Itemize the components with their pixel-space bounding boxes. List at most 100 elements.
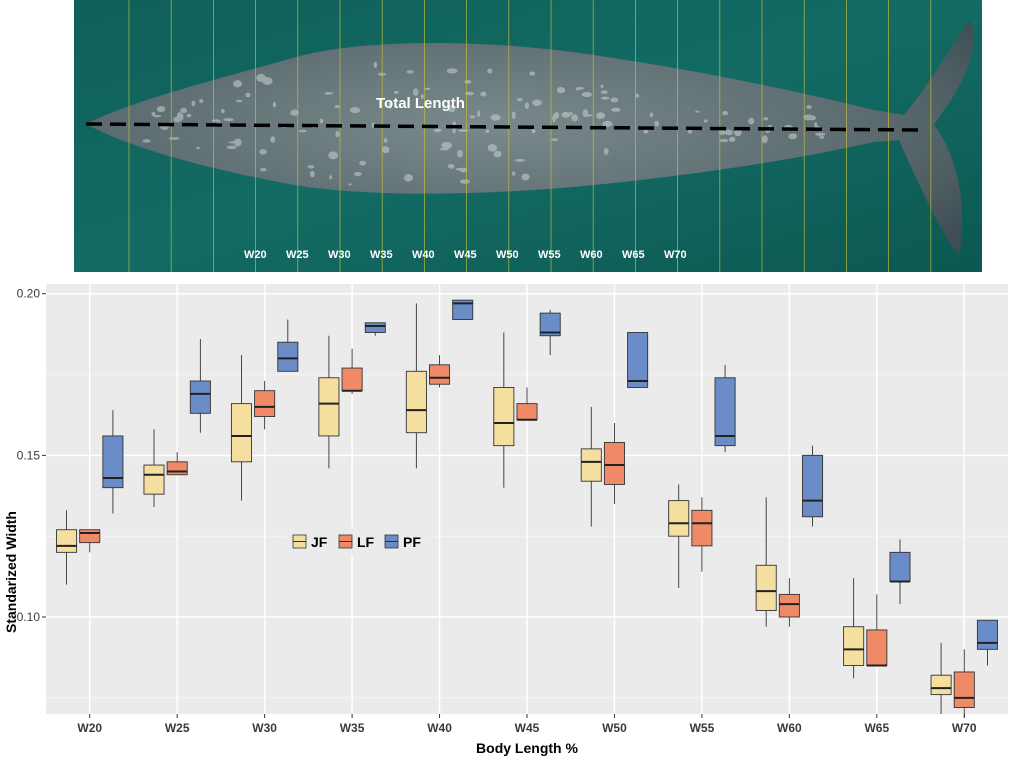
box-body: [668, 500, 690, 537]
box-JF-W55: [668, 484, 690, 588]
box-body: [889, 551, 911, 582]
box-body: [802, 454, 824, 518]
skin-spot: [569, 112, 573, 115]
skin-spot: [531, 128, 536, 134]
skin-spot: [353, 171, 362, 177]
box-body: [930, 674, 952, 696]
skin-spot: [447, 164, 455, 169]
box-PF-W65: [889, 539, 911, 605]
grid-lines: [46, 284, 1008, 714]
box-body: [603, 441, 625, 485]
skin-spot: [290, 109, 299, 116]
skin-spot: [383, 138, 388, 143]
box-PF-W35: [364, 322, 386, 336]
width-label: W40: [412, 249, 435, 261]
box-body: [364, 322, 386, 333]
skin-spot: [319, 118, 324, 124]
skin-spot: [328, 151, 339, 160]
skin-spot: [298, 129, 307, 133]
skin-spot: [529, 71, 535, 76]
x-tick-label: W25: [165, 721, 190, 735]
skin-spot: [196, 146, 200, 150]
skin-spot: [703, 119, 708, 123]
skin-spot: [211, 119, 221, 122]
whale-photo-panel: Total Length W20 W25 W30 W35 W40 W45 W50 W55 W60…: [74, 0, 982, 272]
skin-spot: [424, 87, 431, 90]
skin-spot: [220, 108, 225, 114]
box-LF-W70: [953, 649, 975, 718]
skin-spot: [469, 115, 476, 119]
box-body: [627, 332, 649, 388]
box-PF-W45: [539, 309, 561, 356]
box-body: [714, 377, 736, 447]
axes: 0.10 0.15 0.20 W20 W25 W30 W35 W40 W45 W50 W55 W60 W…: [17, 287, 977, 735]
skin-spot: [819, 135, 825, 139]
skin-spot: [511, 171, 516, 176]
skin-spot: [610, 97, 619, 103]
total-length-label: Total Length: [376, 95, 465, 112]
x-tick-label: W60: [777, 721, 802, 735]
skin-spot: [272, 101, 277, 108]
skin-spot: [412, 88, 419, 96]
width-labels: W20 W25 W30 W35 W40 W45 W50 W55 W60 W65 W70: [244, 249, 687, 261]
box-body: [318, 377, 340, 437]
skin-spot: [393, 90, 399, 94]
box-body: [143, 464, 165, 495]
skin-spot: [180, 107, 188, 114]
box-body: [976, 619, 998, 650]
width-label: W45: [454, 249, 477, 261]
skin-spot: [596, 112, 606, 119]
x-tick-label: W45: [515, 721, 540, 735]
skin-spot: [477, 110, 481, 117]
x-tick-label: W70: [952, 721, 977, 735]
skin-spot: [348, 183, 352, 186]
skin-spot: [441, 141, 453, 150]
width-label: W20: [244, 249, 267, 261]
skin-spot: [814, 122, 818, 127]
skin-spot: [806, 105, 812, 110]
box-JF-W40: [405, 303, 427, 469]
y-tick-label: 0.10: [17, 610, 41, 624]
measurement-lines: [128, 0, 932, 272]
skin-spot: [803, 114, 814, 121]
legend-label-LF: LF: [357, 534, 375, 550]
y-tick-label: 0.20: [17, 287, 41, 301]
skin-spot: [734, 128, 742, 137]
box-body: [230, 403, 252, 463]
skin-spot: [168, 137, 180, 140]
box-JF-W45: [493, 332, 515, 488]
box-body: [843, 626, 865, 666]
box-JF-W35: [318, 335, 340, 469]
legend-label-PF: PF: [403, 534, 421, 550]
x-tick-label: W55: [690, 721, 715, 735]
skin-spot: [458, 129, 469, 132]
legend-background: [287, 527, 427, 555]
skin-spot: [259, 149, 267, 155]
skin-spot: [245, 92, 251, 98]
skin-spot: [521, 173, 530, 181]
skin-spot: [532, 99, 542, 106]
box-LF-W20: [79, 529, 101, 553]
skin-spot: [433, 128, 442, 133]
box-JF-W20: [56, 510, 78, 585]
skin-spot: [406, 70, 414, 74]
skin-spot: [643, 129, 649, 134]
skin-spot: [191, 100, 196, 107]
x-tick-label: W30: [252, 721, 277, 735]
box-LF-W65: [866, 594, 888, 667]
skin-spot: [223, 118, 234, 122]
box-PF-W70: [976, 619, 998, 666]
box-body: [953, 671, 975, 708]
box-LF-W30: [254, 380, 276, 430]
skin-spot: [259, 167, 267, 172]
whale-body: [86, 20, 974, 255]
skin-spot: [199, 98, 204, 103]
skin-spot: [388, 101, 393, 109]
skin-spot: [186, 113, 192, 118]
box-body: [866, 629, 888, 666]
skin-spot: [724, 129, 733, 136]
skin-spot: [420, 94, 424, 99]
skin-spot: [552, 114, 556, 123]
whale-skin-texture: [140, 61, 826, 186]
box-body: [691, 509, 713, 547]
